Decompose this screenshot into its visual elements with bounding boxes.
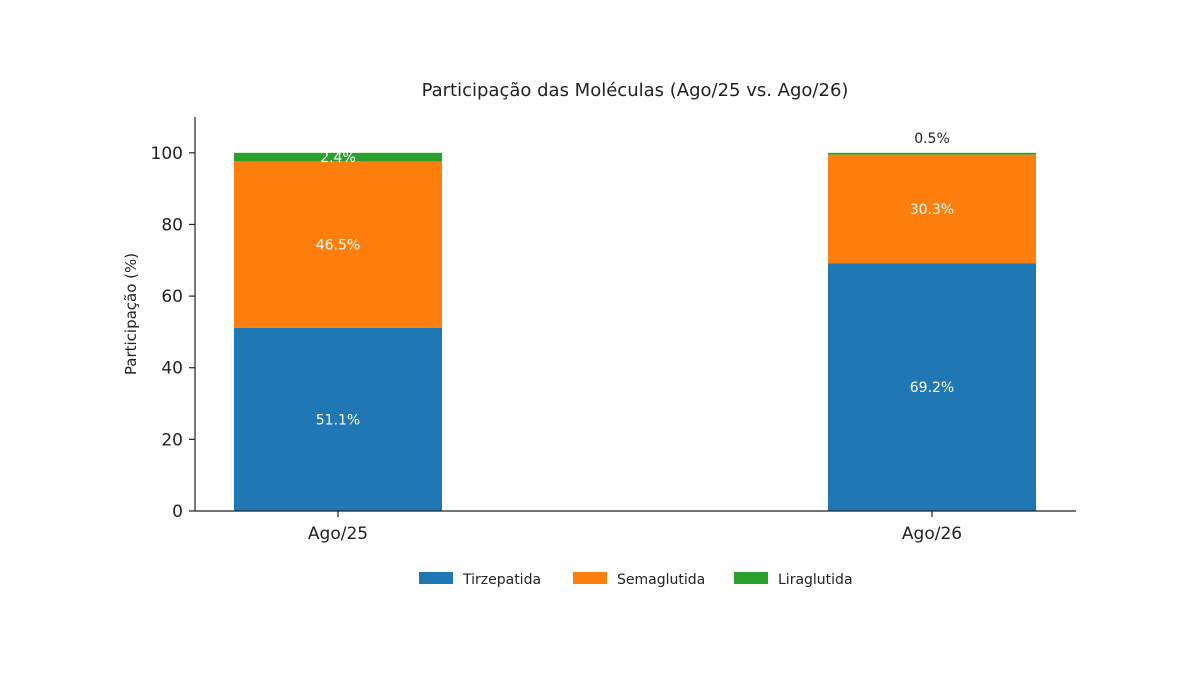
- plot-area: 51.1% 46.5% 2.4% 69.2% 30.3% 0.5% 0 20 40 60 80 100…: [151, 117, 1076, 544]
- data-label-liraglutida-ago-25: 2.4%: [320, 150, 356, 166]
- data-label-liraglutida-ago-26: 0.5%: [914, 131, 950, 147]
- legend-swatch-liraglutida: [734, 572, 768, 584]
- legend-label-tirzepatida: Tirzepatida: [462, 572, 541, 588]
- y-tick-label-100: 100: [151, 144, 183, 164]
- y-tick-label-0: 0: [172, 502, 183, 522]
- x-tick-label-ago-26: Ago/26: [902, 524, 962, 544]
- y-tick-label-80: 80: [161, 215, 183, 235]
- data-label-semaglutida-ago-26: 30.3%: [910, 202, 954, 218]
- legend-label-liraglutida: Liraglutida: [778, 572, 853, 588]
- bar-semaglutida-ago-25: [234, 161, 442, 328]
- bar-liraglutida-ago-25: [234, 152, 442, 162]
- legend-swatch-tirzepatida: [419, 572, 453, 584]
- y-axis-label: Participação (%): [122, 253, 140, 375]
- bar-tirzepatida-ago-26: [828, 263, 1036, 511]
- legend-label-semaglutida: Semaglutida: [617, 572, 705, 588]
- legend-swatch-semaglutida: [573, 572, 607, 584]
- bar-tirzepatida-ago-25: [234, 327, 442, 511]
- y-tick-label-60: 60: [161, 287, 183, 307]
- chart-title: Participação das Moléculas (Ago/25 vs. A…: [422, 80, 849, 101]
- bar-liraglutida-ago-26: [828, 152, 1036, 155]
- bar-semaglutida-ago-26: [828, 154, 1036, 264]
- y-tick-label-20: 20: [161, 430, 183, 450]
- data-label-tirzepatida-ago-26: 69.2%: [910, 380, 954, 396]
- data-label-tirzepatida-ago-25: 51.1%: [316, 412, 360, 428]
- legend: Tirzepatida Semaglutida Liraglutida: [419, 572, 853, 588]
- y-tick-label-40: 40: [161, 359, 183, 379]
- data-label-semaglutida-ago-25: 46.5%: [316, 238, 360, 254]
- x-tick-label-ago-25: Ago/25: [308, 524, 368, 544]
